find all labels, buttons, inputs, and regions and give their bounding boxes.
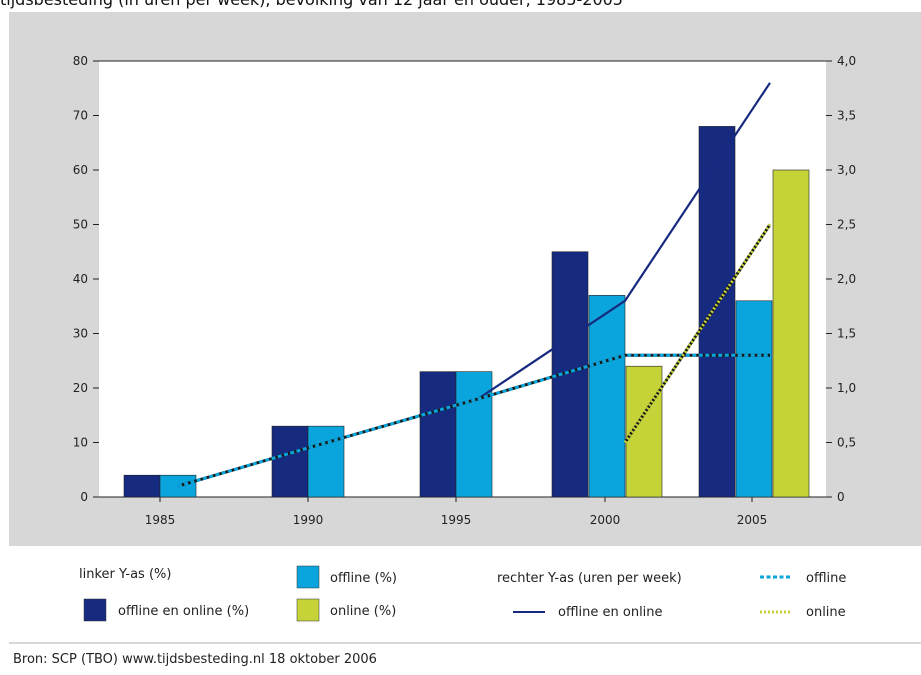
right-y-tick-label: 2,5 <box>837 218 856 232</box>
line-offline <box>177 353 770 488</box>
bar-offline-en-online <box>271 425 309 498</box>
bars <box>123 126 810 498</box>
left-y-tick-label: 10 <box>73 436 88 450</box>
top-caption: tijdsbesteding (in uren per week), bevol… <box>0 0 921 9</box>
left-y-tick-label: 30 <box>73 327 88 341</box>
legend-swatch-offline-en-online <box>83 598 107 622</box>
x-tick-label: 1985 <box>145 513 176 527</box>
bar-offline-en-online <box>698 126 736 498</box>
bar-offline <box>588 295 626 498</box>
x-tick-labels: 1985 1990 1995 2000 2005 <box>145 513 768 527</box>
legend-label-line-online: online <box>806 605 846 620</box>
right-y-tick-labels: 0 0,5 1,0 1,5 2,0 2,5 3,0 3,5 4,0 <box>837 54 856 504</box>
right-y-tick-label: 1,5 <box>837 327 856 341</box>
left-y-tick-label: 50 <box>73 218 88 232</box>
x-tick-label: 2005 <box>737 513 768 527</box>
x-tick-label: 1990 <box>293 513 324 527</box>
right-y-tick-label: 2,0 <box>837 272 856 286</box>
right-y-tick-label: 4,0 <box>837 54 856 68</box>
legend-label-offline: offline (%) <box>330 571 397 586</box>
left-y-tick-label: 70 <box>73 109 88 123</box>
bar-offline-en-online <box>419 371 457 498</box>
legend-label-offline-en-online: offline en online (%) <box>118 604 249 619</box>
bar-offline <box>307 425 345 498</box>
left-y-tick-label: 20 <box>73 381 88 395</box>
left-y-tick-label: 60 <box>73 163 88 177</box>
legend-left-title: linker Y-as (%) <box>79 567 171 582</box>
legend-background <box>9 546 921 642</box>
x-tick-label: 2000 <box>590 513 621 527</box>
right-y-tick-label: 0 <box>837 490 845 504</box>
legend-right-title: rechter Y-as (uren per week) <box>497 571 682 586</box>
bar-online <box>772 169 810 498</box>
right-y-tick-label: 0,5 <box>837 436 856 450</box>
legend-swatch-offline <box>296 565 320 589</box>
line-online-underlay <box>623 223 772 444</box>
left-y-tick-label: 40 <box>73 272 88 286</box>
legend: linker Y-as (%) offline (%) offline en o… <box>79 565 846 622</box>
legend-label-online: online (%) <box>330 604 396 619</box>
bar-offline <box>455 371 493 498</box>
legend-label-line-offline: offline <box>806 571 846 586</box>
left-y-tick-label: 80 <box>73 54 88 68</box>
bar-offline <box>735 300 773 498</box>
bar-offline-en-online <box>123 474 161 498</box>
right-y-tick-label: 3,5 <box>837 109 856 123</box>
legend-label-line-offline-en-online: offline en online <box>558 605 663 620</box>
legend-swatch-online <box>296 598 320 622</box>
source-note: Bron: SCP (TBO) www.tijdsbesteding.nl 18… <box>13 652 377 667</box>
left-y-tick-labels: 0 10 20 30 40 50 60 70 80 <box>73 54 88 504</box>
right-y-tick-label: 1,0 <box>837 381 856 395</box>
left-y-tick-label: 0 <box>80 490 88 504</box>
lines <box>177 82 772 488</box>
x-tick-label: 1995 <box>441 513 472 527</box>
right-y-tick-label: 3,0 <box>837 163 856 177</box>
